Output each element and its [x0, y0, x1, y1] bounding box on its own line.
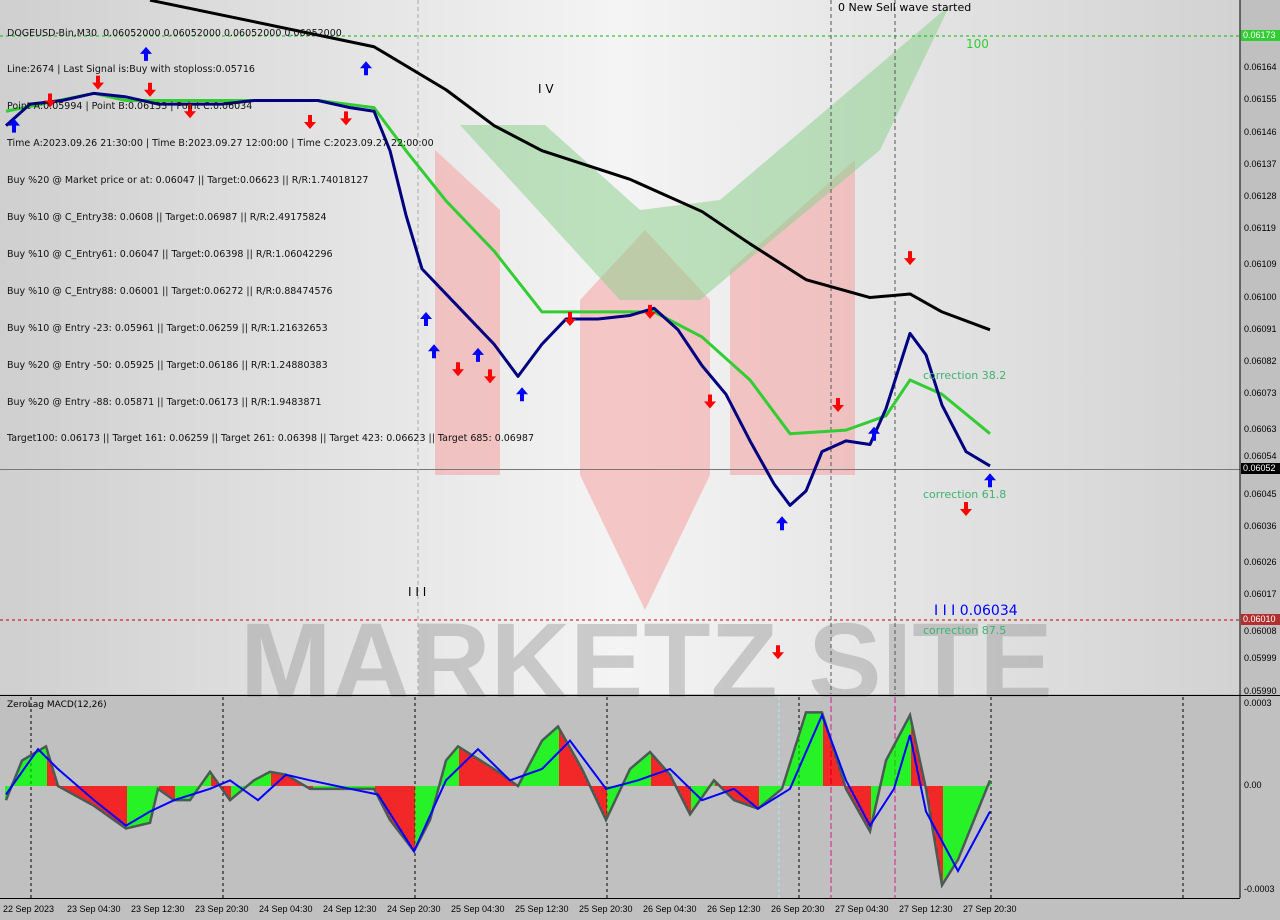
time-tick-label: 23 Sep 12:30 [131, 904, 185, 914]
slow-ma-line [5, 91, 991, 436]
price-tick-label: 0.06082 [1244, 356, 1277, 367]
info-line: Buy %20 @ Entry -88: 0.05871 || Target:0… [7, 396, 322, 408]
correction-618-label: correction 61.8 [923, 488, 1007, 501]
sell-arrow-icon [184, 104, 196, 119]
price-tick-label: 0.06128 [1244, 191, 1277, 202]
price-tick-label: 0.06109 [1244, 259, 1277, 270]
macd-tick-label: -0.0003 [1244, 884, 1275, 894]
sell-arrow-icon [904, 251, 916, 266]
info-line: Time A:2023.09.26 21:30:00 | Time B:2023… [7, 138, 434, 150]
macd-tick-label: 0.00 [1244, 780, 1262, 790]
info-line: Line:2674 | Last Signal is:Buy with stop… [7, 64, 255, 76]
info-line: Buy %10 @ Entry -23: 0.05961 || Target:0… [7, 322, 328, 334]
time-tick-label: 23 Sep 20:30 [195, 904, 249, 914]
new-wave-label: 0 New Sell wave started [838, 1, 972, 14]
price-tick-label: 0.06100 [1244, 291, 1277, 302]
correction-382-label: correction 38.2 [923, 369, 1007, 382]
info-line: Buy %20 @ Entry -50: 0.05925 || Target:0… [7, 359, 328, 371]
sell-arrow-icon [304, 114, 316, 129]
info-line: Buy %20 @ Market price or at: 0.06047 ||… [7, 175, 369, 187]
sell-arrow-icon [484, 369, 496, 384]
macd-panel-background [0, 697, 1240, 898]
price-tick-label: 0.06146 [1244, 126, 1277, 137]
time-tick-label: 27 Sep 20:30 [963, 904, 1017, 914]
price-tick-label: 0.06073 [1244, 388, 1277, 399]
price-tick-label: 0.06063 [1244, 424, 1277, 435]
info-line: Target100: 0.06173 || Target 161: 0.0625… [7, 433, 534, 445]
sell-arrow-icon [564, 312, 576, 327]
long-ma-line [149, 0, 991, 332]
info-line: Buy %10 @ C_Entry61: 0.06047 || Target:0… [7, 248, 333, 260]
sell-arrow-icon [704, 394, 716, 409]
sell-arrow-icon [832, 398, 844, 413]
time-tick-label: 27 Sep 12:30 [899, 904, 953, 914]
buy-arrow-icon [868, 426, 880, 441]
price-tick-label: 0.06054 [1244, 451, 1277, 461]
price-tick-label: 0.05990 [1244, 685, 1277, 696]
time-tick-label: 26 Sep 04:30 [643, 904, 697, 914]
macd-signal-line [5, 712, 991, 874]
time-tick-label: 24 Sep 12:30 [323, 904, 377, 914]
time-tick-label: 24 Sep 20:30 [387, 904, 441, 914]
buy-arrow-icon [420, 312, 432, 327]
time-tick-label: 25 Sep 20:30 [579, 904, 633, 914]
price-tick-label: 0.06164 [1244, 62, 1277, 73]
time-tick-label: 26 Sep 20:30 [771, 904, 825, 914]
price-tick-label: 0.06119 [1244, 223, 1276, 234]
time-tick-label: 27 Sep 04:30 [835, 904, 889, 914]
target-price-label: 0.06173 [1241, 30, 1280, 41]
buy-arrow-icon [472, 347, 484, 362]
price-tick-label: 0.06036 [1244, 520, 1277, 531]
sell-arrow-icon [452, 362, 464, 377]
info-panel: DOGEUSD-Bin,M30 0.06052000 0.06052000 0.… [7, 3, 534, 458]
macd-tick-label: 0.0003 [1244, 698, 1272, 708]
buy-arrow-icon [360, 61, 372, 76]
buy-arrow-icon [140, 46, 152, 61]
time-tick-label: 23 Sep 04:30 [67, 904, 121, 914]
info-line: Buy %10 @ C_Entry88: 0.06001 || Target:0… [7, 285, 333, 297]
sell-arrow-icon [772, 645, 784, 660]
price-tick-label: 0.06045 [1244, 488, 1277, 499]
sell-arrow-icon [44, 93, 56, 108]
time-tick-label: 25 Sep 12:30 [515, 904, 569, 914]
wave-c-point-label: I I I 0.06034 [934, 603, 1018, 619]
sell-arrow-icon [644, 304, 656, 319]
sell-arrow-icon [960, 501, 972, 516]
buy-arrow-icon [776, 516, 788, 531]
price-tick-label: 0.06155 [1244, 94, 1277, 105]
sell-arrow-icon [340, 111, 352, 126]
price-tick-label: 0.06017 [1244, 588, 1277, 599]
info-line: Point A:0.05994 | Point B:0.06133 | Poin… [7, 101, 253, 113]
info-line: Buy %10 @ C_Entry38: 0.0608 || Target:0.… [7, 212, 327, 224]
buy-arrow-icon [428, 344, 440, 359]
price-tick-label: 0.06137 [1244, 158, 1277, 169]
fast-ma-line [4, 91, 991, 507]
wave-iii-label: I I I [408, 585, 427, 599]
price-tick-label: 0.05999 [1244, 653, 1277, 664]
time-tick-label: 26 Sep 12:30 [707, 904, 761, 914]
current-price-label: 0.06052 [1241, 463, 1280, 474]
buy-arrow-icon [516, 387, 528, 402]
time-tick-label: 22 Sep 2023 [3, 904, 55, 914]
time-tick-label: 24 Sep 04:30 [259, 904, 313, 914]
symbol-line: DOGEUSD-Bin,M30 0.06052000 0.06052000 0.… [7, 27, 342, 39]
price-tick-label: 0.06008 [1244, 626, 1277, 636]
correction-875-label: correction 87.5 [923, 624, 1007, 637]
macd-title: ZeroLag MACD(12,26) [7, 700, 107, 710]
stop-price-label: 0.06010 [1241, 614, 1280, 625]
sell-arrow-icon [92, 75, 104, 90]
wave-iv-label: I V [538, 82, 554, 96]
price-tick-label: 0.06026 [1244, 556, 1277, 567]
buy-arrow-icon [984, 473, 996, 488]
level-100-label: 100 [966, 37, 989, 51]
time-tick-label: 25 Sep 04:30 [451, 904, 505, 914]
buy-arrow-icon [8, 118, 20, 133]
sell-arrow-icon [144, 82, 156, 97]
price-tick-label: 0.06091 [1244, 323, 1277, 334]
